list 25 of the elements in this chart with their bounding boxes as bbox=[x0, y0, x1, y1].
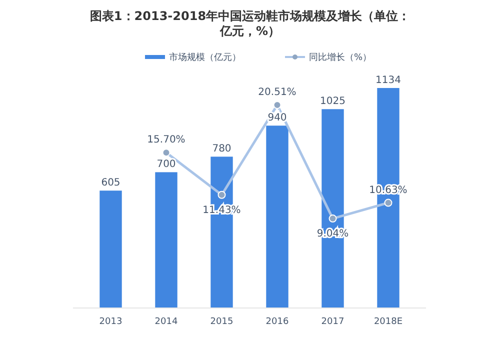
chart-title: 图表1：2013-2018年中国运动鞋市场规模及增长（单位：亿元，%） bbox=[90, 9, 410, 38]
data-label: 1025 bbox=[320, 96, 346, 108]
data-label: 1134 bbox=[376, 75, 401, 86]
point bbox=[218, 190, 226, 199]
x-tick-label: 2013 bbox=[99, 317, 122, 327]
bar bbox=[100, 190, 122, 308]
x-tick-label: 2015 bbox=[210, 317, 234, 327]
x-tick-label: 2014 bbox=[154, 317, 178, 327]
data-label: 15.70% bbox=[147, 134, 186, 146]
point bbox=[384, 198, 392, 207]
point bbox=[162, 148, 170, 157]
bar bbox=[266, 126, 288, 308]
point bbox=[328, 214, 337, 223]
data-label: 605 bbox=[101, 178, 120, 189]
point bbox=[273, 101, 282, 109]
x-tick-label: 2017 bbox=[321, 317, 344, 327]
data-label: 20.51% bbox=[258, 87, 296, 98]
x-tick-label: 2016 bbox=[266, 317, 289, 327]
data-label: 700 bbox=[156, 159, 176, 170]
x-tick-label: 2018E bbox=[374, 317, 403, 327]
data-label: 940 bbox=[268, 112, 287, 124]
legend-label: 市场规模（亿元） bbox=[169, 52, 241, 63]
data-label: 780 bbox=[212, 144, 232, 155]
bar bbox=[155, 172, 178, 308]
legend-label: 同比增长（%） bbox=[309, 52, 372, 63]
